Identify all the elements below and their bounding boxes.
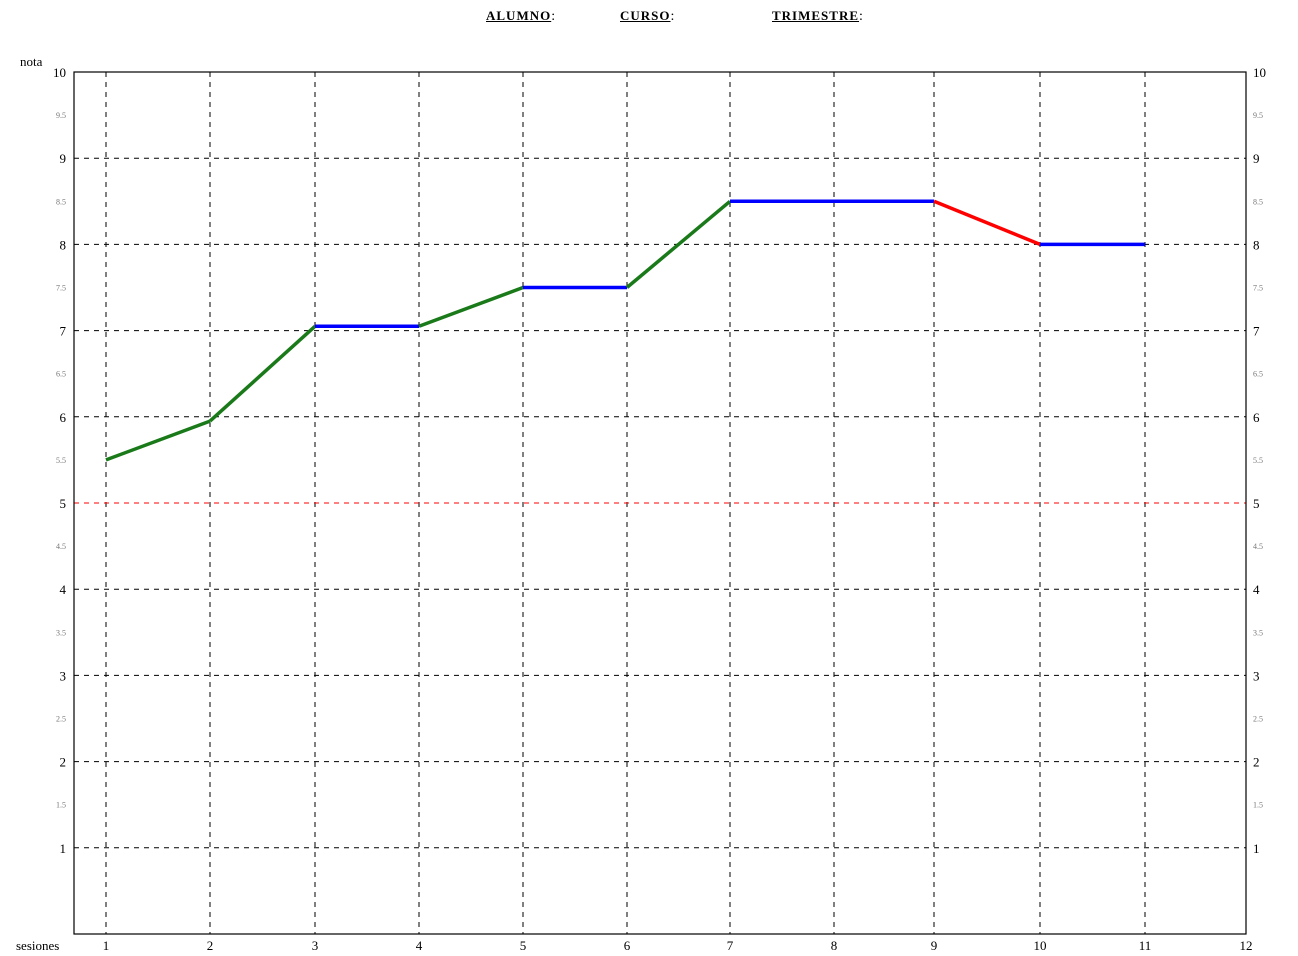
alumno-label: ALUMNO [486,8,552,23]
alumno-colon: : [551,9,556,24]
y-minor-tick-label-left: 8.5 [56,197,66,206]
y-axis-title: nota [20,54,43,69]
y-tick-label-left: 5 [60,496,67,511]
x-tick-label: 6 [624,938,631,953]
grid-lines [74,72,1246,934]
x-tick-label: 3 [312,938,319,953]
y-minor-tick-label-right: 3.5 [1253,628,1263,637]
x-tick-label: 8 [831,938,838,953]
trimestre-field: TRIMESTRE: [772,8,863,25]
y-minor-tick-label-left: 3.5 [56,628,66,637]
y-tick-label-left: 4 [60,582,67,597]
series-segment-2-3 [208,324,317,423]
y-minor-tick-label-right: 2.5 [1253,715,1263,724]
series-segment-4-5 [418,285,524,328]
alumno-field: ALUMNO: [486,8,555,25]
y-minor-tick-label-right: 5.5 [1253,456,1263,465]
y-minor-tick-label-right: 6.5 [1253,370,1263,379]
y-minor-tick-label-left: 4.5 [56,542,66,551]
y-minor-tick-label-left: 1.5 [56,801,66,810]
y-minor-tick-label-right: 4.5 [1253,542,1263,551]
y-tick-label-right: 3 [1253,668,1260,683]
x-axis-title: sesiones [16,938,59,953]
x-tick-label: 10 [1034,938,1047,953]
y-tick-label-left: 9 [60,151,67,166]
y-tick-label-left: 8 [60,237,67,252]
x-tick-label: 11 [1139,938,1152,953]
trimestre-label: TRIMESTRE [772,8,860,23]
y-tick-label-left: 6 [60,410,67,425]
x-tick-label: 7 [727,938,734,953]
y-tick-label-right: 7 [1253,324,1260,339]
plot-frame [73,71,1247,935]
curso-colon: : [670,9,675,24]
y-tick-label-right: 10 [1253,65,1266,80]
series-segment-6-7 [625,199,732,289]
y-tick-label-right: 4 [1253,582,1260,597]
y-tick-label-left: 3 [60,668,67,683]
y-tick-label-right: 6 [1253,410,1260,425]
y-tick-label-left: 2 [60,755,67,770]
x-tick-label: 4 [416,938,423,953]
y-minor-tick-label-left: 7.5 [56,284,66,293]
y-minor-tick-label-left: 9.5 [56,111,66,120]
x-tick-label: 5 [520,938,527,953]
x-tick-label: 2 [207,938,214,953]
chart-header: ALUMNO: CURSO: TRIMESTRE: [0,8,1298,32]
series-segment-9-10 [933,199,1041,247]
curso-field: CURSO: [620,8,674,25]
x-axis-labels: 1 2 3 4 5 6 7 8 9 10 11 12 [103,938,1253,953]
y-axis-left-labels: 1 2 3 4 5 6 7 8 9 10 1.5 2.5 3.5 4.5 5.5 6.5 7.5 8.5 9.5 [53,65,67,856]
x-tick-label: 9 [931,938,938,953]
y-tick-label-right: 9 [1253,151,1260,166]
x-tick-label: 1 [103,938,110,953]
series-group [105,199,1145,462]
x-tick-label: 12 [1240,938,1253,953]
trimestre-colon: : [859,9,863,24]
y-minor-tick-label-right: 9.5 [1253,111,1263,120]
y-tick-label-left: 7 [60,324,67,339]
curso-label: CURSO [620,8,671,23]
y-tick-label-right: 5 [1253,496,1260,511]
y-tick-label-left: 1 [60,841,67,856]
y-tick-label-right: 1 [1253,841,1260,856]
y-minor-tick-label-left: 2.5 [56,715,66,724]
y-axis-right-labels: 1 2 3 4 5 6 7 8 9 10 1.5 2.5 3.5 4.5 5.5 6.5 7.5 8.5 9.5 [1253,65,1266,856]
y-minor-tick-label-right: 7.5 [1253,284,1263,293]
y-minor-tick-label-left: 5.5 [56,456,66,465]
y-tick-label-left: 10 [53,65,66,80]
series-segment-1-2 [105,419,211,462]
y-tick-label-right: 2 [1253,755,1260,770]
y-tick-label-right: 8 [1253,237,1260,252]
y-minor-tick-label-left: 6.5 [56,370,66,379]
y-minor-tick-label-right: 8.5 [1253,197,1263,206]
y-minor-tick-label-right: 1.5 [1253,801,1263,810]
